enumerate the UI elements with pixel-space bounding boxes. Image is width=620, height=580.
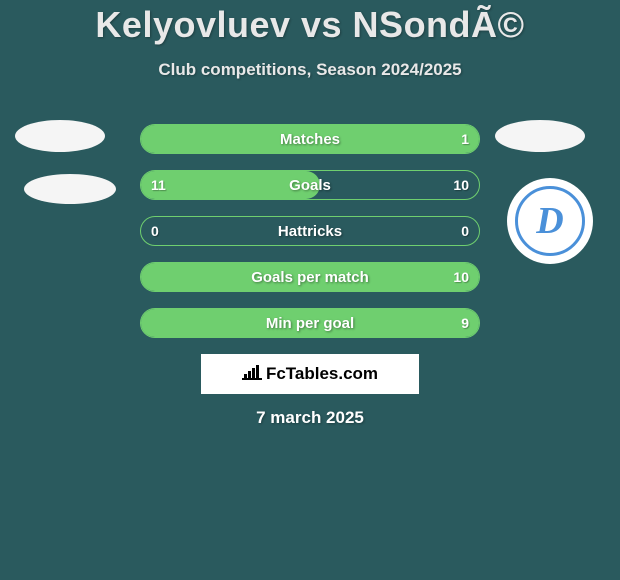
club-badge-letter: D — [536, 199, 563, 243]
stat-row-goals-per-match: Goals per match 10 — [140, 262, 480, 292]
stat-right-value: 0 — [449, 223, 469, 239]
page-title: Kelyovluev vs NSondÃ© — [0, 0, 620, 46]
stat-right-value: 10 — [449, 269, 469, 285]
stat-row-goals: 11 Goals 10 — [140, 170, 480, 200]
stat-label: Min per goal — [266, 315, 354, 332]
subtitle: Club competitions, Season 2024/2025 — [0, 60, 620, 80]
stat-left-value: 0 — [151, 223, 171, 239]
stat-row-min-per-goal: Min per goal 9 — [140, 308, 480, 338]
stat-left-value: 11 — [151, 177, 171, 193]
stat-right-value: 10 — [449, 177, 469, 193]
stat-label: Goals — [289, 177, 331, 194]
stat-label: Hattricks — [278, 223, 342, 240]
club-badge-ring: D — [515, 186, 585, 256]
stat-right-value: 1 — [449, 131, 469, 147]
player-left-logo-1 — [15, 120, 105, 152]
fctables-label: FcTables.com — [266, 364, 378, 384]
stats-container: Matches 1 11 Goals 10 0 Hattricks 0 Goal… — [140, 124, 480, 354]
stat-label: Matches — [280, 131, 340, 148]
fctables-attribution[interactable]: FcTables.com — [201, 354, 419, 394]
date-text: 7 march 2025 — [0, 408, 620, 428]
stat-right-value: 9 — [449, 315, 469, 331]
stat-row-hattricks: 0 Hattricks 0 — [140, 216, 480, 246]
stat-label: Goals per match — [251, 269, 369, 286]
club-badge: D — [507, 178, 593, 264]
player-right-logo — [495, 120, 585, 152]
chart-icon — [242, 364, 262, 385]
player-left-logo-2 — [24, 174, 116, 204]
stat-row-matches: Matches 1 — [140, 124, 480, 154]
